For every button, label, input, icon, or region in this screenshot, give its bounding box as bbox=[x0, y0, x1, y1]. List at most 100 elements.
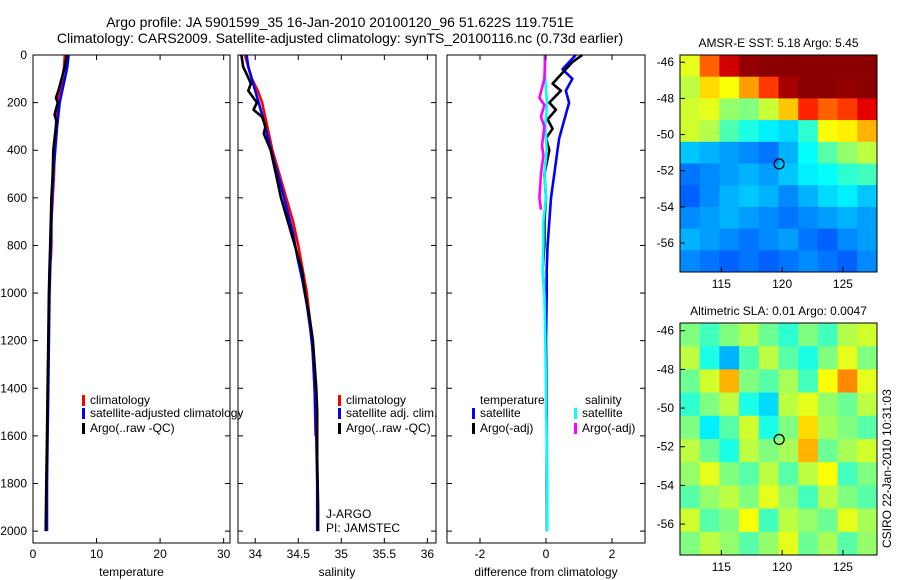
sla_map-cell-1-9 bbox=[857, 346, 877, 370]
frames-layer bbox=[32, 54, 878, 556]
sla_map-cell-0-8 bbox=[837, 323, 858, 347]
salinity-xtick-label-1: 34.5 bbox=[287, 547, 311, 561]
temperature-xtick-label-0: 0 bbox=[30, 547, 37, 561]
depth-tick-label-7: 1400 bbox=[0, 381, 27, 395]
sla_map-cell-6-4 bbox=[758, 462, 780, 486]
sla_map-cell-4-8 bbox=[837, 415, 858, 440]
depth-tick-label-10: 2000 bbox=[0, 524, 27, 538]
sst_map-cell-7-9 bbox=[857, 206, 877, 230]
sla_map-cell-6-8 bbox=[837, 462, 858, 486]
sst_map-cell-3-4 bbox=[758, 120, 780, 143]
sst_map-cell-0-0 bbox=[680, 55, 701, 78]
sst_map-cell-7-6 bbox=[798, 206, 819, 230]
sla_map-cell-5-9 bbox=[857, 439, 877, 463]
sst_map-cell-4-7 bbox=[817, 141, 839, 165]
temp-legend-argo-label: Argo(..raw -QC) bbox=[90, 421, 175, 435]
sla_map-cell-3-8 bbox=[837, 392, 858, 417]
sst_map-cell-0-4 bbox=[758, 55, 780, 78]
sst_map-cell-8-2 bbox=[719, 228, 740, 251]
sla_map-cell-8-7 bbox=[817, 508, 839, 533]
sst_map-cell-9-5 bbox=[778, 250, 799, 272]
sla_map-frame bbox=[679, 322, 878, 556]
depth-tick-label-3: 600 bbox=[7, 191, 27, 205]
sla_map-cell-8-3 bbox=[739, 508, 760, 533]
diff-legend-salinity-title: salinity bbox=[585, 393, 622, 407]
difference-xtick-label-1: 0 bbox=[543, 547, 550, 561]
sst_map-cell-9-1 bbox=[699, 250, 720, 272]
sst_map-cell-2-0 bbox=[680, 98, 701, 121]
sst_map-cell-0-2 bbox=[719, 55, 740, 78]
sla_map-cell-0-2 bbox=[719, 323, 740, 347]
sst_map-cell-3-3 bbox=[739, 120, 760, 143]
sla_map-cell-6-2 bbox=[719, 462, 740, 486]
sla_map-cell-1-0 bbox=[680, 346, 701, 370]
sal-legend-satellite-swatch bbox=[338, 408, 341, 419]
sla_map-cell-1-5 bbox=[778, 346, 799, 370]
sst_map-cell-6-9 bbox=[857, 185, 877, 208]
sla_map-cell-4-4 bbox=[758, 415, 780, 440]
sst_map-cell-0-8 bbox=[837, 55, 858, 78]
temp-legend-satellite-swatch bbox=[82, 408, 85, 419]
sla_map-cell-4-6 bbox=[798, 415, 819, 440]
sst_map-cell-7-3 bbox=[739, 206, 760, 230]
sst_map-cell-7-5 bbox=[778, 206, 799, 230]
sla_map-cell-5-3 bbox=[739, 439, 760, 463]
diff-legend-sal-argo-label: Argo(-adj) bbox=[582, 421, 635, 435]
depth-tick-label-6: 1200 bbox=[0, 334, 27, 348]
sla_map-cell-4-2 bbox=[719, 415, 740, 440]
sst_map-cell-5-6 bbox=[798, 163, 819, 186]
sla_map-cell-3-6 bbox=[798, 392, 819, 417]
sla_map-cell-4-0 bbox=[680, 415, 701, 440]
sst_map-cell-3-6 bbox=[798, 120, 819, 143]
sla_map-cell-2-4 bbox=[758, 369, 780, 394]
sla_map-cell-4-3 bbox=[739, 415, 760, 440]
sla_map-cell-7-3 bbox=[739, 485, 760, 510]
salinity-xtick-label-3: 35.5 bbox=[373, 547, 397, 561]
sla_map-cell-5-7 bbox=[817, 439, 839, 463]
sla_map-cell-5-4 bbox=[758, 439, 780, 463]
sla_map-cell-3-5 bbox=[778, 392, 799, 417]
sst_map-cell-9-4 bbox=[758, 250, 780, 272]
sla_map-cell-2-7 bbox=[817, 369, 839, 394]
sst_map-cell-1-2 bbox=[719, 76, 740, 99]
sst_map-cell-4-6 bbox=[798, 141, 819, 165]
sla_map-ytick-label-2: -50 bbox=[657, 401, 675, 415]
sst_map-cell-1-8 bbox=[837, 76, 858, 99]
sla_map-cell-9-4 bbox=[758, 531, 780, 555]
sst_map-cell-0-5 bbox=[778, 55, 799, 78]
diff-legend-temperature-title: temperature bbox=[480, 393, 545, 407]
sla_map-cell-4-1 bbox=[699, 415, 720, 440]
sst_map-cell-2-6 bbox=[798, 98, 819, 121]
difference-xtick-label-2: 2 bbox=[609, 547, 616, 561]
sla_map-cell-6-3 bbox=[739, 462, 760, 486]
sst_map-cell-3-0 bbox=[680, 120, 701, 143]
sst_map-cell-7-4 bbox=[758, 206, 780, 230]
sla_map-cell-8-2 bbox=[719, 508, 740, 533]
sla_map-cell-2-9 bbox=[857, 369, 877, 394]
depth-tick-label-0: 0 bbox=[20, 48, 27, 62]
sal-legend-argo-swatch bbox=[338, 423, 341, 434]
sla_map-cell-6-6 bbox=[798, 462, 819, 486]
sla_map-cell-8-0 bbox=[680, 508, 701, 533]
sla_map-cell-2-0 bbox=[680, 369, 701, 394]
sla_map-cell-3-1 bbox=[699, 392, 720, 417]
sla_map-cell-4-5 bbox=[778, 415, 799, 440]
sst_map-cell-2-7 bbox=[817, 98, 839, 121]
sla_map-cells bbox=[680, 323, 877, 555]
sst_map-cell-2-9 bbox=[857, 98, 877, 121]
sal-legend-argo-label: Argo(..raw -QC) bbox=[346, 421, 431, 435]
sst_map-cell-4-1 bbox=[699, 141, 720, 165]
sst_map-cell-8-7 bbox=[817, 228, 839, 251]
sst_map-cell-1-0 bbox=[680, 76, 701, 99]
sst_map-cell-4-8 bbox=[837, 141, 858, 165]
sst_map-cell-9-2 bbox=[719, 250, 740, 272]
sla_map-ytick-label-1: -48 bbox=[657, 362, 675, 376]
profile-lines-layer bbox=[44, 53, 584, 532]
sal-legend-satellite-label: satellite adj. clim. bbox=[346, 406, 437, 420]
sla_map-cell-2-8 bbox=[837, 369, 858, 394]
sst_map-cell-5-4 bbox=[758, 163, 780, 186]
temperature-frame bbox=[32, 54, 231, 544]
sal-legend-climatology-label: climatology bbox=[346, 393, 406, 407]
sst_map-cell-1-3 bbox=[739, 76, 760, 99]
sal-annotation-line1: J-ARGO bbox=[326, 507, 371, 521]
